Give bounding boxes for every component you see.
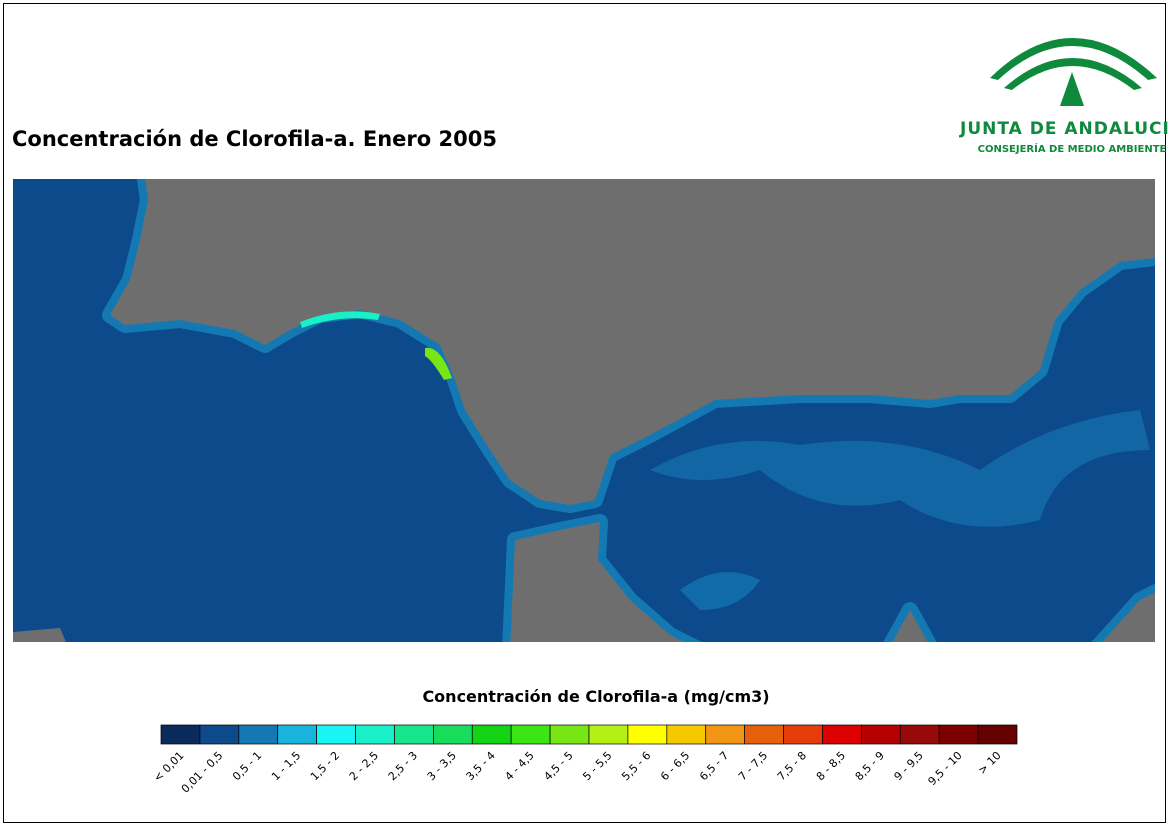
- legend-swatch: [977, 724, 1018, 745]
- europe-land: [110, 179, 1155, 505]
- legend-swatch: [783, 724, 823, 745]
- legend-swatch: [822, 724, 862, 745]
- legend-swatch: [549, 724, 590, 745]
- legend-swatch: [471, 724, 512, 745]
- bloom: [300, 311, 380, 328]
- logo-name: JUNTA DE ANDALUCIA: [959, 119, 1170, 139]
- africa-land: [510, 522, 684, 642]
- logo-tower: [1060, 72, 1084, 106]
- legend-swatch: [938, 724, 979, 745]
- legend-swatch: [588, 724, 629, 745]
- legend-swatch: [666, 724, 707, 745]
- legend-swatch: [277, 724, 317, 745]
- legend-swatch: [199, 724, 240, 745]
- legend-swatch: [861, 724, 901, 745]
- legend-swatch: [355, 724, 395, 745]
- logo-arc: [1004, 58, 1142, 90]
- legend-swatch: [238, 724, 279, 745]
- legend-swatch: [433, 724, 473, 745]
- land: [13, 179, 1155, 642]
- logo-department: CONSEJERÍA DE MEDIO AMBIENTE: [978, 142, 1167, 155]
- sea-patch: [680, 572, 760, 610]
- africa-land: [892, 610, 928, 642]
- legend-swatch: [705, 724, 745, 745]
- legend-title: Concentración de Clorofila-a (mg/cm3): [422, 687, 769, 706]
- legend-swatch: [316, 724, 356, 745]
- land-edge: [13, 628, 66, 642]
- map: [13, 179, 1155, 642]
- sea-patch: [650, 410, 1150, 527]
- africa-land: [1102, 592, 1155, 642]
- legend-swatch: [160, 724, 201, 745]
- legend-swatch: [627, 724, 668, 745]
- legend-swatch: [510, 724, 551, 745]
- legend-swatch: [899, 724, 940, 745]
- title: Concentración de Clorofila-a. Enero 2005: [12, 127, 497, 151]
- logo-arc: [990, 38, 1157, 80]
- logo: JUNTA DE ANDALUCIA CONSEJERÍA DE MEDIO A…: [959, 38, 1170, 155]
- legend-swatch: [394, 724, 434, 745]
- bloom: [425, 347, 452, 380]
- legend-swatch: [744, 724, 784, 745]
